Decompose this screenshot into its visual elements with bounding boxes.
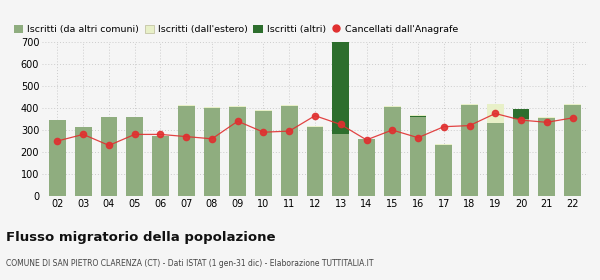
Bar (203, 107, 220, 108)
Bar (281, 106, 298, 196)
Bar (75, 127, 92, 196)
Bar (358, 139, 375, 196)
Bar (332, 134, 349, 196)
Bar (307, 126, 323, 127)
Bar (101, 117, 118, 196)
Bar (410, 115, 427, 117)
Bar (178, 105, 194, 106)
Bar (229, 107, 246, 196)
Bar (152, 136, 169, 196)
Bar (538, 118, 555, 196)
Legend: Iscritti (da altri comuni), Iscritti (dall'estero), Iscritti (altri), Cancellati: Iscritti (da altri comuni), Iscritti (da… (14, 25, 458, 34)
Bar (461, 104, 478, 105)
Bar (564, 105, 581, 196)
Bar (178, 106, 194, 196)
Bar (255, 110, 272, 111)
Bar (307, 127, 323, 196)
Bar (49, 120, 66, 196)
Bar (281, 105, 298, 106)
Bar (332, 42, 349, 134)
Text: Flusso migratorio della popolazione: Flusso migratorio della popolazione (6, 231, 275, 244)
Bar (461, 105, 478, 196)
Bar (487, 104, 503, 123)
Bar (255, 111, 272, 196)
Bar (512, 119, 529, 196)
Bar (564, 104, 581, 105)
Bar (512, 118, 529, 119)
Bar (384, 107, 401, 196)
Bar (384, 106, 401, 107)
Bar (229, 106, 246, 107)
Bar (487, 123, 503, 196)
Bar (410, 116, 427, 117)
Bar (512, 109, 529, 119)
Bar (436, 145, 452, 196)
Bar (203, 108, 220, 196)
Bar (127, 117, 143, 196)
Bar (410, 117, 427, 196)
Text: COMUNE DI SAN PIETRO CLARENZA (CT) - Dati ISTAT (1 gen-31 dic) - Elaborazione TU: COMUNE DI SAN PIETRO CLARENZA (CT) - Dat… (6, 259, 373, 268)
Bar (538, 117, 555, 118)
Bar (436, 144, 452, 145)
